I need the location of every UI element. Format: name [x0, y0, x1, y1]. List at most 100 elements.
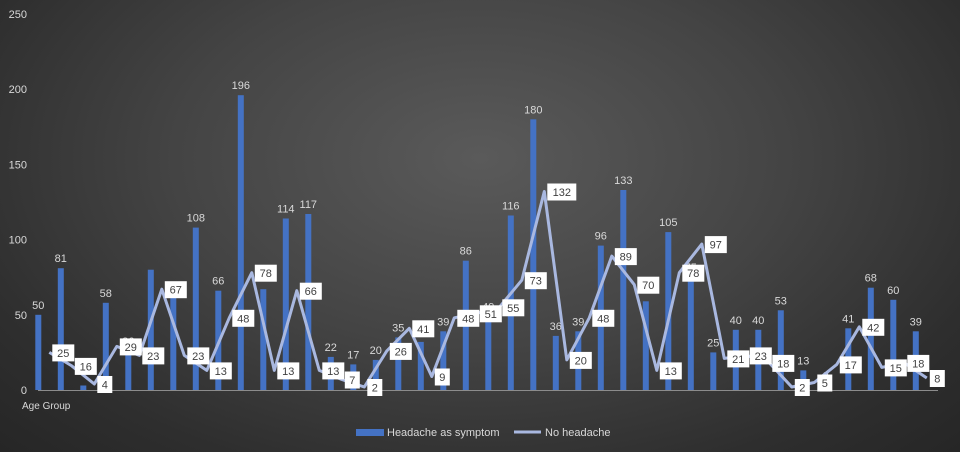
bar-value-label: 117: [300, 199, 318, 211]
line-value-label: 23: [187, 347, 210, 365]
bar-value-label: 39: [437, 316, 449, 328]
y-tick-label: 150: [9, 159, 27, 171]
line-value-label-box: [929, 370, 945, 387]
line-value-label-text: 9: [439, 372, 445, 384]
line-value-label-text: 13: [327, 366, 339, 378]
line-value-label-box: [322, 362, 345, 380]
bar: [260, 289, 267, 390]
line-value-label-text: 23: [192, 351, 204, 363]
bar-value-label: 81: [55, 253, 67, 265]
line-value-label: 15: [884, 359, 907, 377]
line-value-label-text: 25: [57, 348, 69, 360]
bar: [440, 331, 447, 390]
line-value-label: 16: [74, 357, 97, 375]
line-value-label-text: 66: [305, 286, 317, 298]
line-value-label-text: 20: [575, 355, 587, 367]
bars-series: [35, 95, 919, 391]
line-value-label-text: 8: [934, 374, 940, 386]
line-value-label-text: 4: [102, 380, 108, 392]
line-value-label-text: 89: [620, 252, 632, 264]
y-tick-label: 50: [15, 310, 27, 322]
line-value-label-text: 18: [912, 358, 924, 370]
bar-value-label: 36: [550, 321, 562, 333]
bar-value-label: 40: [752, 315, 764, 327]
bar-labels: 5081582610866196114117221720353986491161…: [32, 80, 922, 382]
line-value-label-text: 15: [890, 363, 902, 375]
line-value-label-box: [97, 376, 113, 393]
line-value-label-text: 48: [237, 313, 249, 325]
line-value-label-text: 17: [845, 360, 857, 372]
line-value-label: 17: [839, 356, 862, 374]
line-value-label-box: [457, 309, 480, 327]
line-value-label-box: [119, 338, 142, 356]
bar: [372, 359, 379, 390]
line-value-label: 8: [929, 370, 945, 387]
bar: [237, 95, 244, 390]
bar: [642, 301, 649, 390]
line-value-label-box: [727, 350, 750, 368]
line-value-label-box: [412, 320, 435, 338]
line-value-label-box: [299, 282, 322, 300]
line-value-label-text: 5: [822, 378, 828, 390]
line-value-label-text: 23: [147, 351, 159, 363]
line-value-label-text: 13: [282, 366, 294, 378]
line-value-label-box: [524, 272, 547, 290]
bar-value-label: 60: [887, 285, 899, 297]
bar-value-label: 66: [212, 276, 224, 288]
bar-value-label: 41: [842, 313, 854, 325]
line-value-label-text: 78: [687, 268, 699, 280]
bar-value-label: 13: [797, 355, 809, 367]
line-value-label-text: 13: [665, 366, 677, 378]
line-value-label-text: 70: [642, 280, 654, 292]
line-value-label-box: [569, 351, 592, 369]
line-value-label: 51: [479, 305, 502, 323]
line-value-label-box: [277, 362, 300, 380]
line-value-label: 97: [704, 236, 727, 254]
line-value-label: 2: [794, 379, 810, 396]
bar-value-label: 96: [595, 231, 607, 243]
line-value-label-box: [479, 305, 502, 323]
legend-label-no-headache: No headache: [545, 427, 610, 439]
line-value-label: 67: [164, 281, 187, 299]
line-value-label-text: 55: [507, 303, 519, 315]
bar: [305, 214, 312, 390]
bar: [710, 352, 717, 390]
line-value-label-text: 2: [799, 383, 805, 395]
line-value-label-text: 73: [530, 276, 542, 288]
line-value-label-text: 29: [125, 342, 137, 354]
bar: [282, 218, 289, 390]
bar: [485, 316, 492, 390]
line-value-label-text: 97: [710, 240, 722, 252]
line-value-label-box: [209, 362, 232, 380]
y-tick-label: 200: [9, 84, 27, 96]
line-value-label: 13: [659, 362, 682, 380]
line-value-label-box: [592, 309, 615, 327]
line-value-label-box: [52, 344, 75, 362]
y-axis: 0 50 100 150 200 250: [9, 9, 27, 397]
line-value-label: 89: [614, 248, 637, 266]
bar-value-label: 108: [187, 213, 205, 225]
bar: [192, 227, 199, 390]
line-value-label-box: [367, 379, 383, 396]
line-value-label: 66: [299, 282, 322, 300]
line-value-label-box: [682, 264, 705, 282]
line-value-label-text: 23: [755, 351, 767, 363]
line-value-label-box: [344, 371, 360, 389]
line-value-label-text: 48: [597, 313, 609, 325]
bar-value-label: 116: [502, 201, 520, 213]
line-value-label: 78: [254, 264, 277, 282]
line-value-label-box: [884, 359, 907, 377]
bar-value-label: 35: [392, 322, 404, 334]
line-value-label-box: [187, 347, 210, 365]
legend-label-headache: Headache as symptom: [387, 427, 500, 439]
line-value-label: 70: [637, 276, 660, 294]
line-value-label-box: [74, 357, 97, 375]
line-value-label: 20: [569, 351, 592, 369]
line-value-label: 26: [389, 342, 412, 360]
line-value-label: 42: [862, 318, 885, 336]
y-tick-label: 250: [9, 9, 27, 21]
bar-value-label: 20: [370, 345, 382, 357]
bar-value-label: 68: [865, 273, 877, 285]
line-value-label-box: [907, 354, 930, 372]
